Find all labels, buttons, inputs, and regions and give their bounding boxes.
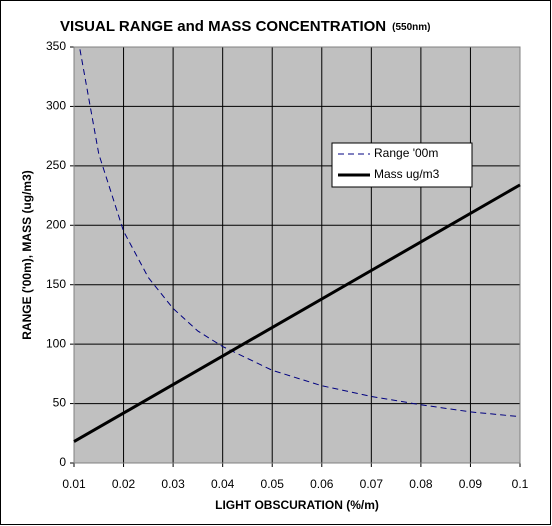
y-axis-title: RANGE ('00m), MASS (ug/m3) (20, 170, 34, 340)
legend-label: Range '00m (374, 146, 438, 160)
data-line (79, 49, 521, 418)
x-axis-title: LIGHT OBSCURATION (%/m) (215, 498, 379, 512)
y-tick-label: 150 (46, 277, 66, 291)
plot-area (74, 47, 520, 463)
legend-box (331, 142, 473, 188)
chart-title-line: VISUAL RANGE and MASS CONCENTRATION (550n… (60, 18, 431, 35)
legend-label: Mass ug/m3 (374, 167, 440, 181)
y-tick-label: 50 (53, 396, 67, 410)
x-tick-label: 0.03 (161, 477, 185, 491)
y-tick-label: 250 (46, 158, 66, 172)
x-tick-label: 0.02 (112, 477, 136, 491)
data-line (73, 183, 521, 443)
x-tick-label: 0.08 (409, 477, 433, 491)
x-tick-label: 0.1 (512, 477, 529, 491)
y-tick-label: 350 (46, 39, 66, 53)
chart-title: VISUAL RANGE and MASS CONCENTRATION (60, 18, 386, 35)
plot-border (73, 46, 521, 464)
x-tick-label: 0.05 (261, 477, 285, 491)
x-tick-label: 0.06 (310, 477, 334, 491)
x-tick-label: 0.09 (459, 477, 483, 491)
x-tick-label: 0.04 (211, 477, 235, 491)
x-tick-label: 0.07 (360, 477, 384, 491)
y-tick-label: 100 (46, 336, 66, 350)
y-tick-label: 0 (59, 455, 66, 469)
chart-subtitle: (550nm) (392, 22, 430, 33)
y-tick-label: 200 (46, 217, 66, 231)
y-tick-label: 300 (46, 99, 66, 113)
x-tick-label: 0.01 (62, 477, 86, 491)
